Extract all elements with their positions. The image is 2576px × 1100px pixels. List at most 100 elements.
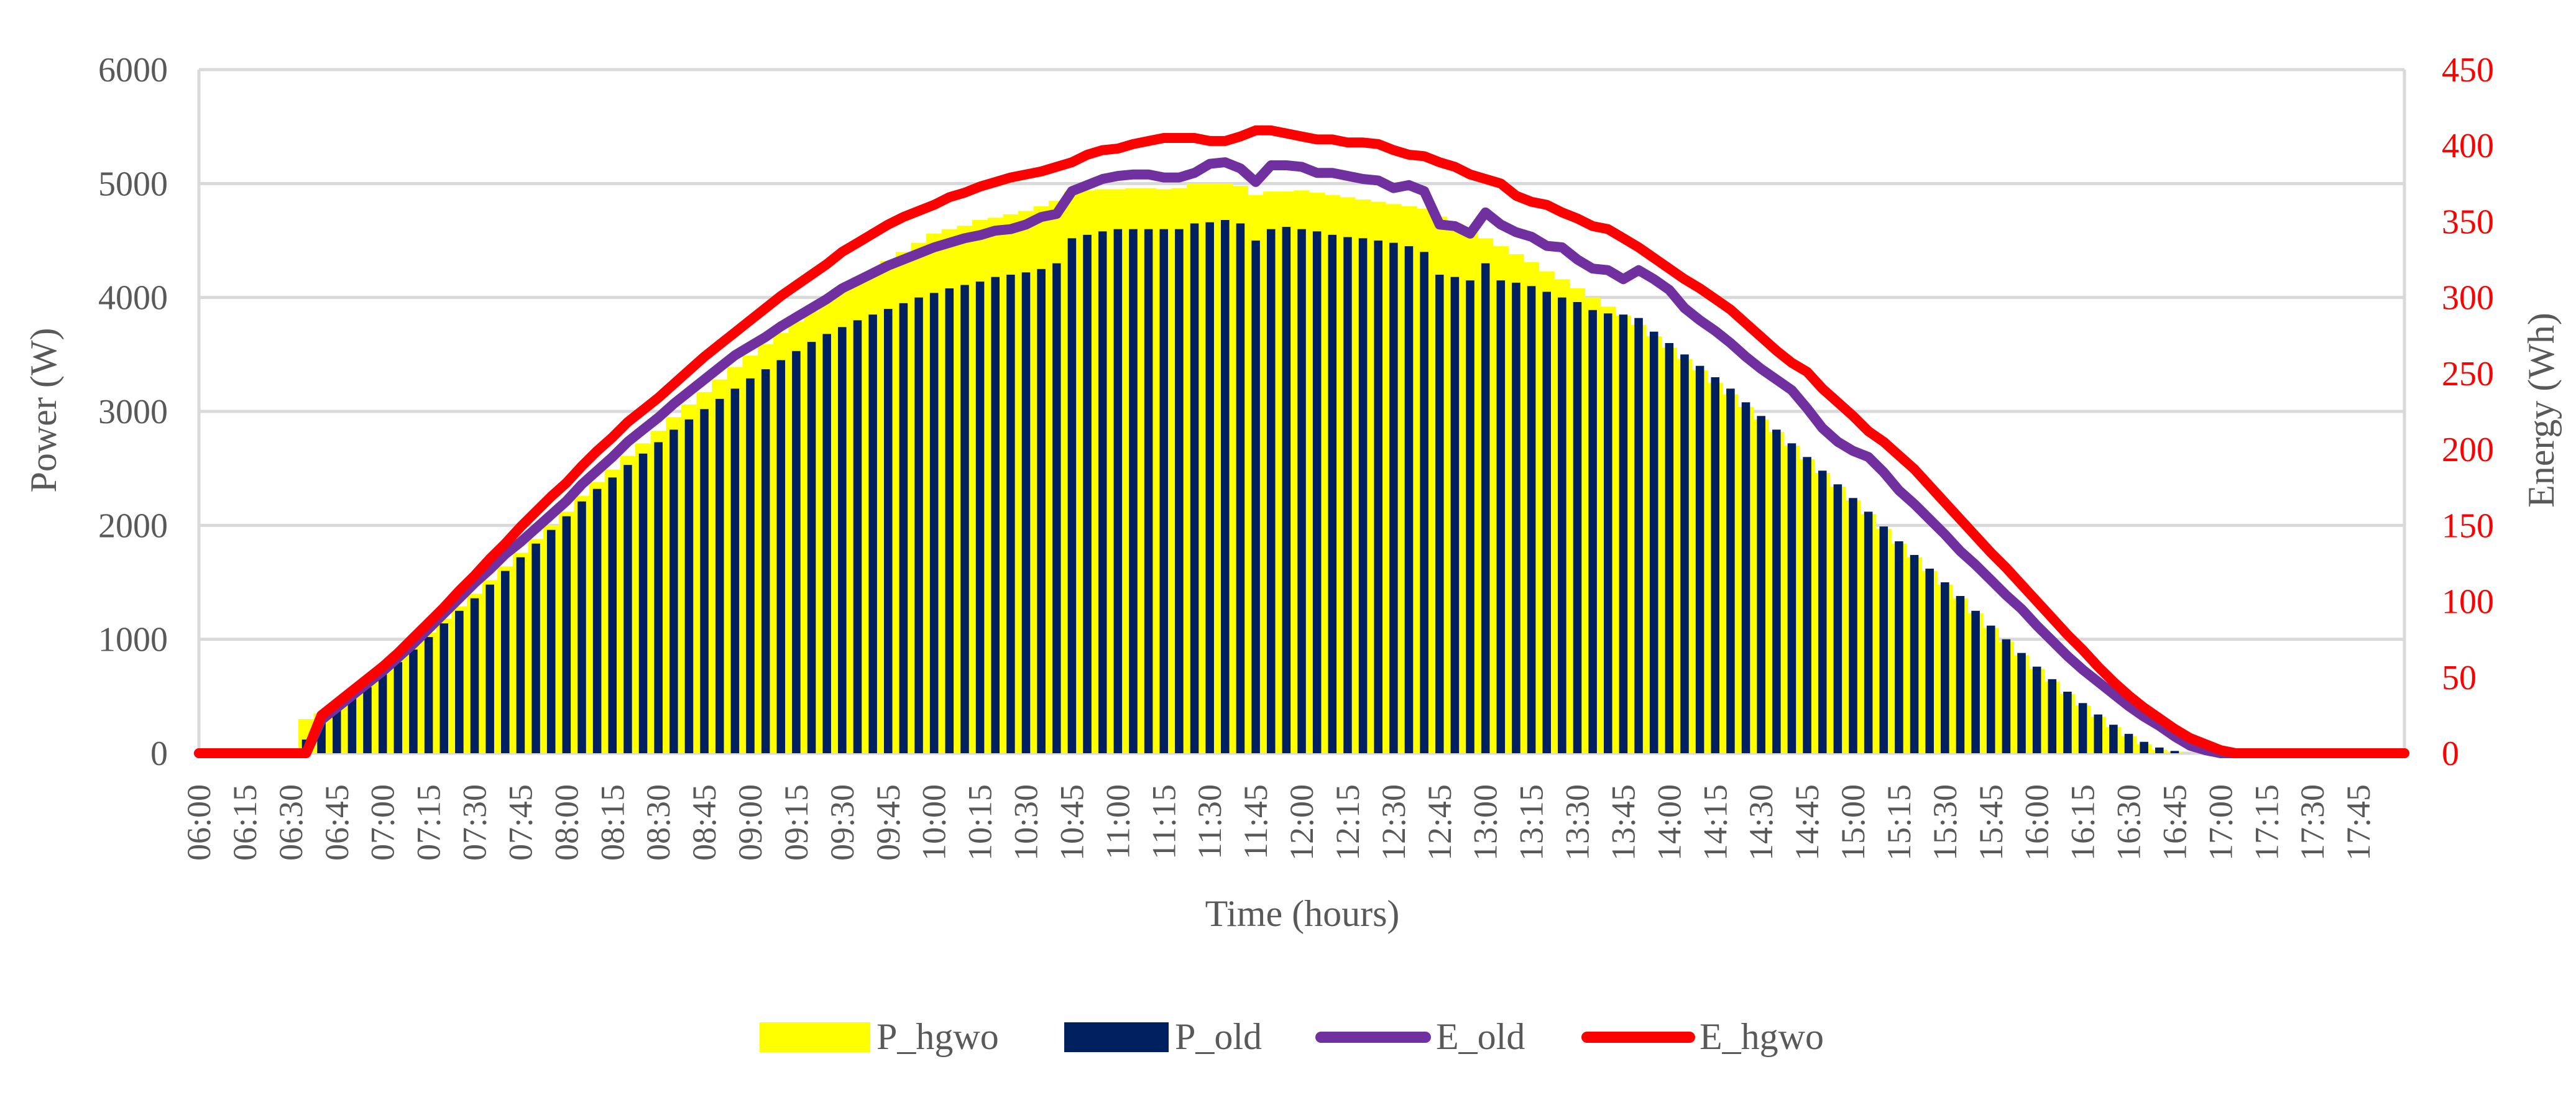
p-old-bar bbox=[332, 710, 341, 753]
p-old-bar bbox=[1941, 582, 1949, 753]
x-tick-label: 16:45 bbox=[2156, 784, 2193, 861]
p-old-bar bbox=[899, 303, 908, 753]
p-old-bar bbox=[577, 501, 586, 753]
p-old-bar bbox=[1726, 388, 1735, 753]
p-old-bar bbox=[868, 314, 877, 754]
p-old-bar bbox=[2032, 666, 2041, 753]
x-tick-label: 07:15 bbox=[410, 784, 448, 861]
x-tick-label: 17:30 bbox=[2294, 784, 2331, 861]
p-old-bar bbox=[1849, 498, 1857, 753]
p-old-bar bbox=[455, 610, 464, 753]
right-y-tick-label: 50 bbox=[2442, 659, 2477, 697]
right-y-tick-label: 450 bbox=[2442, 51, 2494, 89]
p-old-bar bbox=[516, 557, 525, 753]
right-y-ticks: 0 50 100 150 200 250 300 350 400 450 bbox=[2442, 51, 2494, 773]
x-tick-label: 07:00 bbox=[364, 784, 402, 861]
p-old-bar bbox=[2017, 653, 2026, 753]
x-tick-label: 06:30 bbox=[272, 784, 310, 861]
p-old-bar bbox=[1175, 229, 1184, 754]
x-tick-label: 16:00 bbox=[2018, 784, 2056, 861]
x-tick-label: 12:30 bbox=[1375, 784, 1412, 861]
left-y-tick-label: 4000 bbox=[98, 279, 168, 318]
p-old-bars bbox=[301, 220, 2179, 754]
p-old-bar bbox=[1649, 331, 1658, 753]
x-tick-label: 08:15 bbox=[594, 784, 631, 861]
x-tick-label: 11:00 bbox=[1099, 784, 1136, 859]
x-tick-label: 11:15 bbox=[1145, 784, 1182, 859]
x-tick-label: 09:45 bbox=[870, 784, 907, 861]
p-old-bar bbox=[1266, 229, 1276, 754]
x-tick-label: 09:00 bbox=[732, 784, 769, 861]
p-old-bar bbox=[1113, 229, 1123, 754]
right-y-tick-label: 100 bbox=[2442, 583, 2494, 621]
left-y-tick-label: 6000 bbox=[98, 51, 168, 89]
left-y-tick-label: 5000 bbox=[98, 165, 168, 203]
y-axis-title: Power (W) bbox=[23, 328, 64, 493]
p-old-bar bbox=[1358, 238, 1368, 753]
left-y-tick-label: 3000 bbox=[98, 393, 168, 431]
left-y-ticks: 0 1000 2000 3000 4000 5000 6000 bbox=[98, 51, 168, 773]
p-old-bar bbox=[2094, 714, 2102, 753]
x-tick-label: 12:15 bbox=[1329, 784, 1366, 861]
p-old-bar bbox=[1083, 234, 1092, 753]
x-tick-label: 10:15 bbox=[962, 784, 999, 861]
p-old-bar bbox=[1588, 309, 1597, 753]
left-y-tick-label: 1000 bbox=[98, 621, 168, 659]
p-old-bar bbox=[1986, 625, 1995, 753]
p-old-bar bbox=[1971, 610, 1980, 753]
p-old-bar bbox=[1910, 555, 1919, 753]
p-old-bar bbox=[1328, 234, 1337, 753]
p-old-bar bbox=[1711, 377, 1720, 753]
p-old-bar bbox=[761, 369, 770, 753]
x-tick-label: 06:00 bbox=[180, 784, 218, 861]
p-old-bar bbox=[2078, 703, 2087, 753]
x-tick-label: 15:45 bbox=[1972, 784, 2010, 861]
p-old-bar bbox=[347, 699, 357, 753]
p-old-bar bbox=[1496, 280, 1506, 754]
p-old-bar bbox=[562, 516, 571, 753]
x-tick-label: 13:00 bbox=[1467, 784, 1504, 861]
p-old-bar bbox=[424, 637, 433, 753]
p-old-bar bbox=[1803, 457, 1811, 753]
x-tick-label: 08:30 bbox=[640, 784, 677, 861]
p-old-bar bbox=[1450, 277, 1460, 754]
p-old-bar bbox=[1695, 365, 1704, 753]
x-tick-label: 15:15 bbox=[1880, 784, 1918, 861]
p-old-bar bbox=[838, 327, 847, 753]
p-old-bar bbox=[1619, 314, 1628, 754]
legend-label-p-old: P_old bbox=[1175, 1016, 1262, 1057]
p-old-bar bbox=[1098, 231, 1107, 753]
x-tick-label: 16:15 bbox=[2064, 784, 2102, 861]
x-ticks: 06:00 06:15 06:30 06:45 07:00 07:15 07:30 07:45… bbox=[180, 784, 2377, 861]
x-tick-label: 06:15 bbox=[226, 784, 264, 861]
x-tick-label: 14:15 bbox=[1696, 784, 1734, 861]
legend-swatch-p-old bbox=[1064, 1022, 1169, 1052]
p-old-bar bbox=[439, 623, 448, 753]
p-old-bar bbox=[1236, 223, 1245, 753]
x-tick-label: 09:30 bbox=[824, 784, 861, 861]
right-y-tick-label: 300 bbox=[2442, 279, 2494, 318]
p-old-bar bbox=[531, 543, 540, 753]
x-tick-label: 13:30 bbox=[1559, 784, 1596, 861]
right-y-tick-label: 150 bbox=[2442, 506, 2494, 545]
right-y-tick-label: 200 bbox=[2442, 431, 2494, 469]
p-old-bar bbox=[1787, 443, 1796, 753]
x-tick-label: 17:15 bbox=[2248, 784, 2285, 861]
x-tick-label: 09:15 bbox=[778, 784, 815, 861]
p-old-bar bbox=[1542, 291, 1551, 753]
p-old-bar bbox=[746, 378, 755, 753]
p-old-bar bbox=[929, 293, 939, 753]
p-old-bar bbox=[363, 687, 372, 753]
p-old-bar bbox=[1879, 526, 1888, 753]
p-old-bar bbox=[1144, 229, 1153, 754]
p-old-bar bbox=[2170, 751, 2179, 753]
p-old-bar bbox=[1956, 596, 1965, 753]
left-y-tick-label: 2000 bbox=[98, 506, 168, 545]
p-old-bar bbox=[1221, 220, 1230, 753]
x-tick-label: 14:00 bbox=[1650, 784, 1688, 861]
p-old-bar bbox=[1558, 297, 1566, 754]
legend-label-e-old: E_old bbox=[1436, 1016, 1525, 1057]
e-hgwo-line bbox=[194, 125, 2409, 758]
right-y-tick-label: 350 bbox=[2442, 203, 2494, 241]
